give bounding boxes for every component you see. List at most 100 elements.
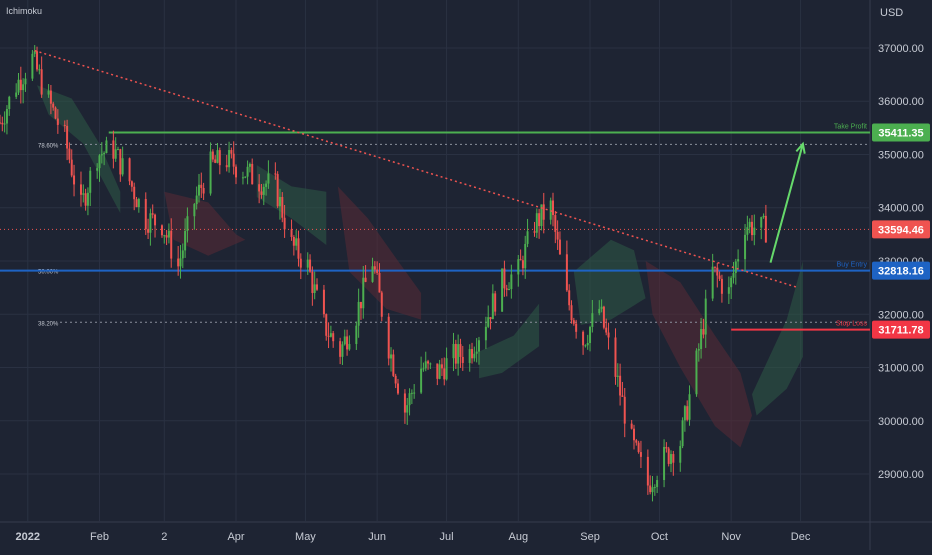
projection-arrow-head <box>795 141 806 154</box>
candle-bearish <box>154 214 157 226</box>
candle-bearish <box>373 266 376 270</box>
fib-label: 38.20% <box>38 321 59 327</box>
candle-bearish <box>378 272 381 293</box>
candle-bullish <box>24 78 27 85</box>
candle-bearish <box>686 406 689 420</box>
candle-bearish <box>471 349 474 359</box>
candle-bearish <box>665 446 668 449</box>
candle-bullish <box>329 333 332 337</box>
candle-bullish <box>744 234 747 260</box>
candle-bullish <box>653 487 656 489</box>
currency-label: USD <box>880 7 903 19</box>
candle-bullish <box>681 420 684 447</box>
x-tick-label: 2 <box>161 531 167 543</box>
candle-bearish <box>538 213 541 227</box>
candle-bullish <box>540 204 543 227</box>
candle-bearish <box>66 125 69 149</box>
candle-bullish <box>265 183 268 187</box>
candle-bullish <box>262 186 265 195</box>
candle-bullish <box>31 53 34 79</box>
candle-bearish <box>494 293 497 312</box>
candle-bearish <box>667 448 670 464</box>
candle-bullish <box>727 287 730 294</box>
candle-bearish <box>281 196 284 218</box>
candle-bearish <box>79 184 82 195</box>
candle-bullish <box>5 109 8 124</box>
candle-bullish <box>362 277 365 309</box>
candle-bullish <box>149 213 152 233</box>
candle-bullish <box>105 140 108 154</box>
candle-bullish <box>477 340 480 352</box>
candle-bullish <box>429 363 432 365</box>
candle-bullish <box>86 192 89 206</box>
x-tick-label: Oct <box>651 531 668 543</box>
candle-bullish <box>438 364 441 379</box>
cloud-segment <box>479 303 540 379</box>
candle-bearish <box>232 153 235 167</box>
candle-bullish <box>357 301 360 326</box>
candle-bearish <box>202 187 205 194</box>
candle-bearish <box>750 221 753 236</box>
candle-bearish <box>211 151 214 160</box>
candle-bearish <box>505 288 508 290</box>
candle-bearish <box>297 238 300 259</box>
candle-bearish <box>575 323 578 332</box>
candle-bearish <box>177 258 180 267</box>
candle-bearish <box>554 215 557 232</box>
candle-bullish <box>656 480 659 488</box>
price-badge-label: 35411.35 <box>878 128 923 140</box>
candle-bullish <box>683 406 686 421</box>
projection-arrow <box>769 143 804 263</box>
candle-bearish <box>533 231 536 233</box>
y-tick-label: 35000.00 <box>878 149 924 161</box>
candle-bullish <box>484 326 487 341</box>
y-tick-label: 31000.00 <box>878 363 924 375</box>
candle-bullish <box>510 274 513 290</box>
candle-bearish <box>632 428 635 441</box>
candle-bearish <box>130 181 133 187</box>
time-axis[interactable]: 2022 Feb 2 Apr May Jun Jul Aug Sep Oct Nov Dec <box>16 531 811 543</box>
candle-bearish <box>112 140 115 159</box>
candle-bearish <box>283 217 286 230</box>
candle-bearish <box>702 329 705 335</box>
candle-bearish <box>619 375 622 396</box>
candle-bearish <box>718 275 721 279</box>
candle-bearish <box>68 148 71 160</box>
candle-bullish <box>184 230 187 251</box>
candle-bullish <box>96 168 99 171</box>
candle-bullish <box>246 166 249 177</box>
candle-bullish <box>475 351 478 354</box>
candle-bullish <box>117 149 120 151</box>
candle-bullish <box>179 258 182 267</box>
candle-bullish <box>137 198 140 208</box>
x-tick-label: Aug <box>509 531 529 543</box>
candle-bullish <box>487 317 490 327</box>
candle-bearish <box>403 393 406 413</box>
candle-bullish <box>452 343 455 359</box>
candle-bearish <box>716 267 719 276</box>
candle-bearish <box>135 199 138 208</box>
candle-bullish <box>445 358 448 380</box>
candle-bearish <box>311 271 314 293</box>
candle-bearish <box>251 163 254 185</box>
candle-bullish <box>371 266 374 282</box>
candle-bullish <box>584 345 587 347</box>
candle-bullish <box>457 344 460 364</box>
price-badge-buy-entry <box>872 261 930 280</box>
candle-bearish <box>56 118 59 125</box>
candle-bearish <box>52 103 55 108</box>
candle-bullish <box>746 227 749 235</box>
level-text: Buy Entry <box>837 262 868 269</box>
candle-bullish <box>406 405 409 413</box>
candle-bullish <box>760 217 763 228</box>
candle-bullish <box>343 336 346 345</box>
candle-bullish <box>697 348 700 351</box>
candle-bearish <box>443 368 446 380</box>
fib-label: 78.60% <box>38 143 59 149</box>
price-badge-label: 31711.78 <box>878 325 923 337</box>
candle-bearish <box>521 260 524 269</box>
candle-bullish <box>753 227 756 236</box>
candle-bearish <box>119 149 122 175</box>
